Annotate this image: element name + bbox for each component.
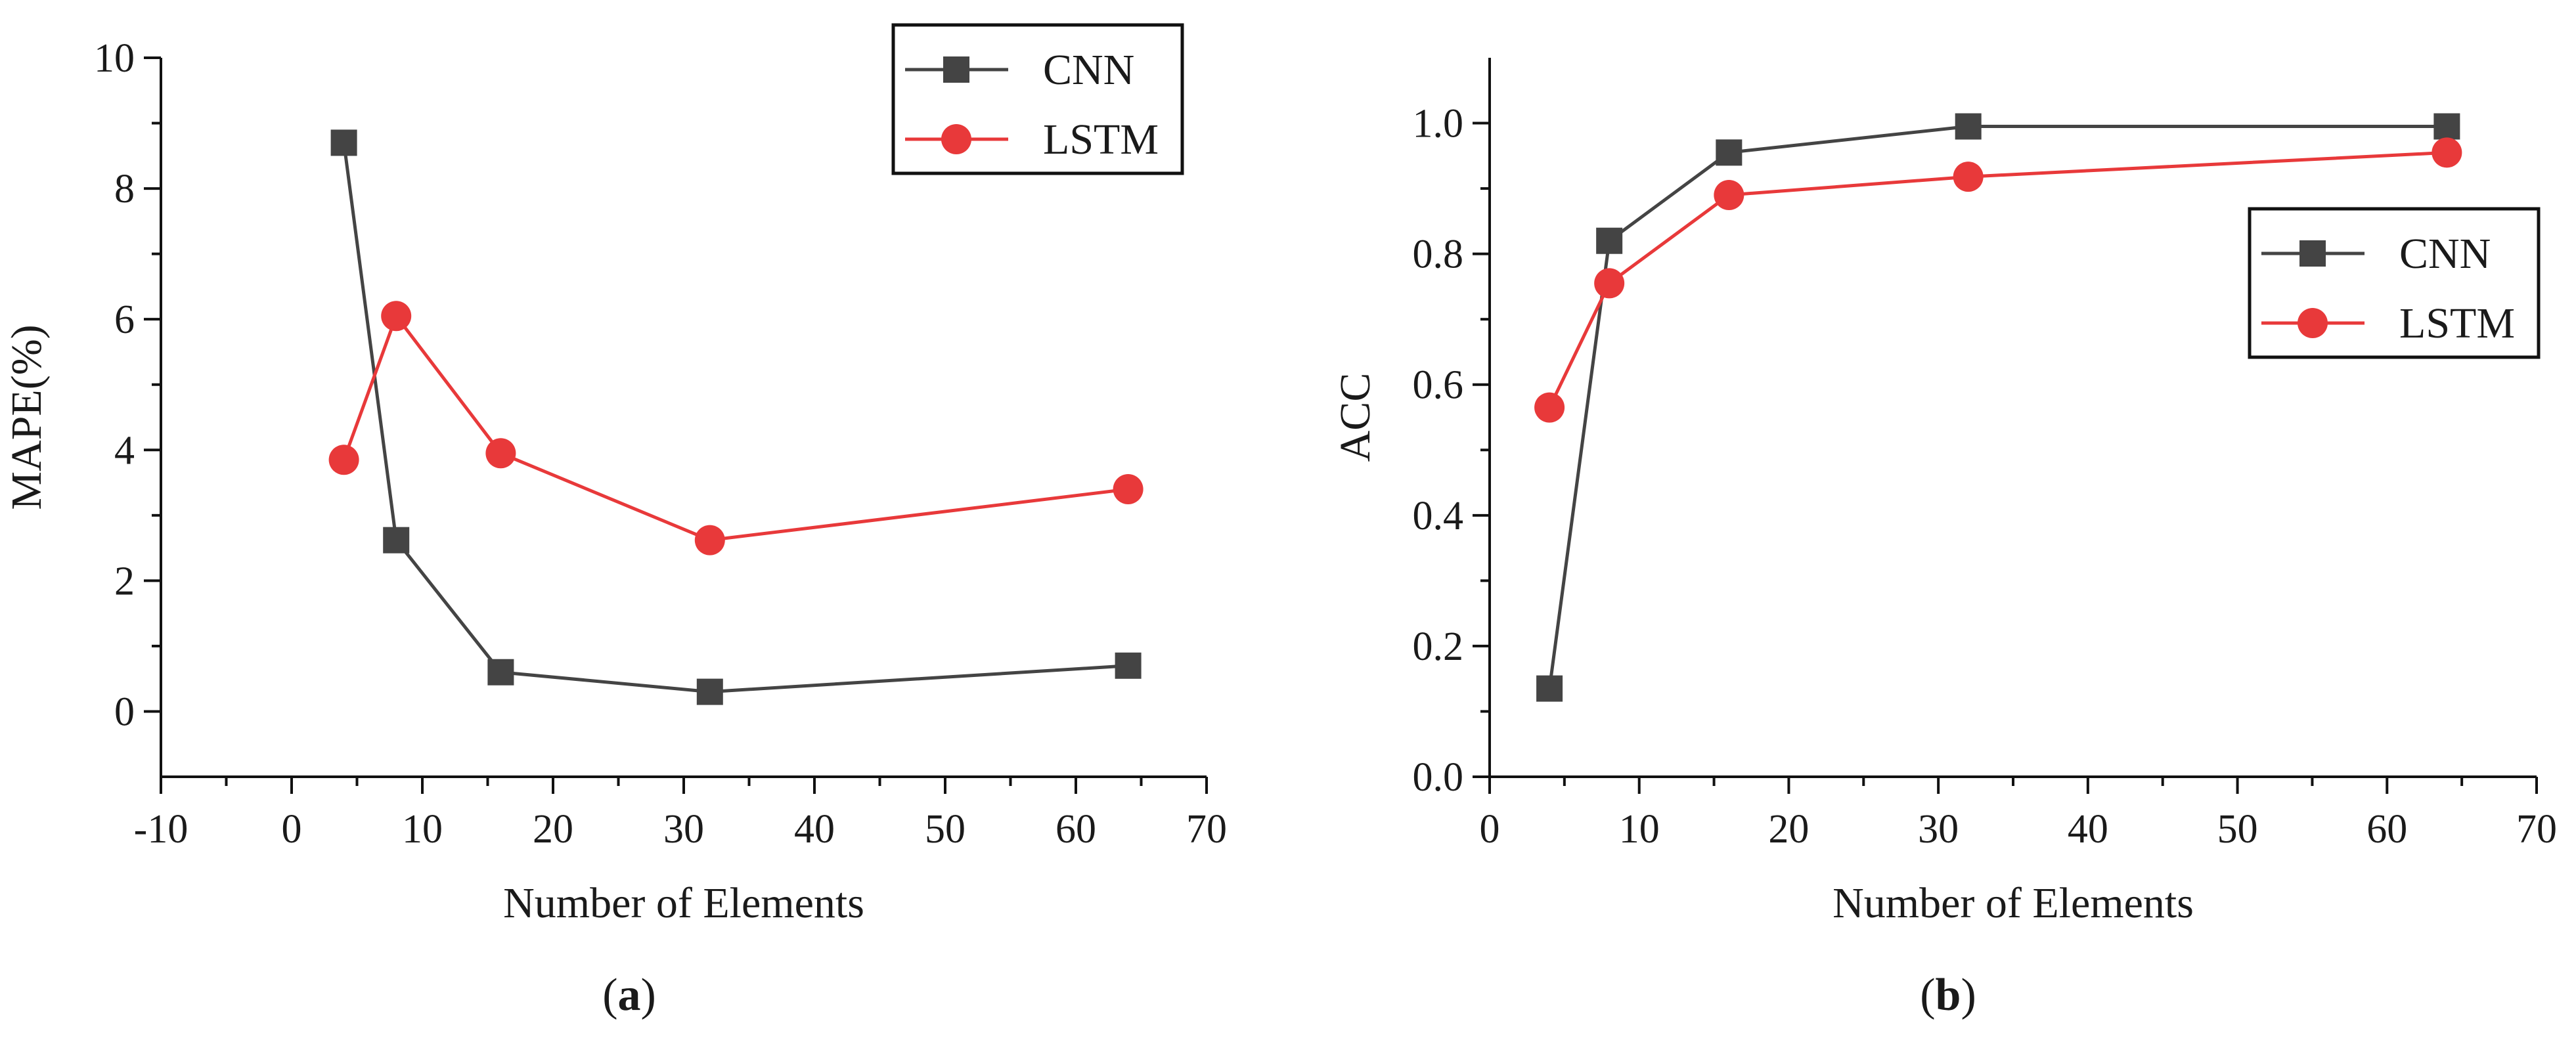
- data-point-cnn: [330, 129, 357, 156]
- y-axis-title: MAPE(%): [3, 324, 51, 510]
- data-point-cnn: [1115, 652, 1142, 679]
- x-tick-label: 50: [925, 807, 966, 852]
- data-point-lstm: [1714, 180, 1744, 211]
- data-point-lstm: [485, 438, 516, 469]
- x-tick-label: 40: [794, 807, 835, 852]
- x-tick-label: 70: [2516, 807, 2557, 852]
- data-point-lstm: [1953, 162, 1984, 192]
- panel-letter: b: [1936, 970, 1961, 1020]
- data-point-cnn: [696, 678, 723, 705]
- y-axis-title: ACC: [1331, 373, 1379, 462]
- panel-label: (a): [602, 970, 656, 1020]
- x-tick-label: 30: [663, 807, 704, 852]
- data-point-cnn: [1716, 139, 1743, 166]
- x-tick-label: 10: [1619, 807, 1660, 852]
- y-tick-label: 0: [114, 689, 135, 734]
- legend-label-lstm: LSTM: [2399, 299, 2515, 347]
- panel-label: (b): [1920, 970, 1976, 1020]
- y-tick-label: 10: [94, 36, 135, 81]
- data-point-lstm: [328, 445, 359, 475]
- chart-panel-b: 0 10 20 30 40 50 60 70 0.0 0.2 0.4 0.6 0.8 1.0 Number …: [1331, 58, 2557, 1020]
- data-point-lstm: [1534, 392, 1565, 423]
- legend: CNN LSTM: [891, 23, 1184, 175]
- legend-box: [2248, 207, 2541, 359]
- y-tick-label: 8: [114, 167, 135, 211]
- y-tick-label: 0.4: [1413, 494, 1464, 538]
- x-tick-label: 40: [2068, 807, 2108, 852]
- data-point-cnn: [1596, 227, 1623, 254]
- y-tick-label: 2: [114, 559, 135, 603]
- x-tick-label: 60: [1055, 807, 1096, 852]
- x-axis-title: Number of Elements: [1832, 879, 2194, 927]
- x-tick-label: 20: [533, 807, 573, 852]
- x-tick-label: 60: [2366, 807, 2407, 852]
- x-tick-label: 10: [402, 807, 443, 852]
- y-tick-label: 0.2: [1413, 624, 1464, 669]
- x-tick-label: 0: [1480, 807, 1500, 852]
- chart-panel-a: -10 0 10 20 30 40 50 60 70 0 2 4 6 8 10 Number of Eleme…: [3, 23, 1227, 1020]
- x-tick-label: 0: [282, 807, 302, 852]
- legend-marker-cnn: [2299, 240, 2326, 267]
- x-tick-label: 20: [1768, 807, 1809, 852]
- data-point-cnn: [487, 659, 514, 686]
- legend-marker-lstm: [941, 124, 971, 154]
- legend-label-cnn: CNN: [1043, 46, 1134, 94]
- y-tick-label: 0.6: [1413, 363, 1464, 408]
- x-tick-label: 50: [2217, 807, 2258, 852]
- x-axis-title: Number of Elements: [503, 879, 864, 927]
- data-point-cnn: [1536, 675, 1563, 702]
- data-point-lstm: [1113, 474, 1144, 504]
- legend-label-cnn: CNN: [2399, 230, 2491, 278]
- data-point-lstm: [694, 525, 725, 556]
- data-point-lstm: [381, 301, 412, 332]
- legend: CNN LSTM: [2248, 207, 2541, 359]
- data-point-cnn: [1955, 113, 1982, 140]
- x-tick-label: -10: [134, 807, 189, 852]
- y-tick-label: 0.0: [1413, 755, 1464, 800]
- data-point-lstm: [2432, 137, 2462, 168]
- y-tick-label: 0.8: [1413, 232, 1464, 277]
- panel-letter: a: [618, 970, 641, 1020]
- y-tick-label: 1.0: [1413, 102, 1464, 146]
- legend-box: [891, 23, 1184, 175]
- data-point-lstm: [1594, 268, 1625, 299]
- legend-marker-lstm: [2298, 308, 2328, 338]
- data-point-cnn: [2433, 113, 2460, 140]
- legend-marker-cnn: [943, 56, 969, 83]
- y-tick-label: 6: [114, 297, 135, 342]
- legend-label-lstm: LSTM: [1043, 116, 1159, 163]
- x-tick-label: 30: [1918, 807, 1959, 852]
- series-line-lstm: [342, 314, 1128, 542]
- x-tick-label: 70: [1186, 807, 1227, 852]
- series-line-cnn: [342, 142, 1128, 694]
- data-point-cnn: [383, 527, 410, 554]
- y-tick-label: 4: [114, 428, 135, 473]
